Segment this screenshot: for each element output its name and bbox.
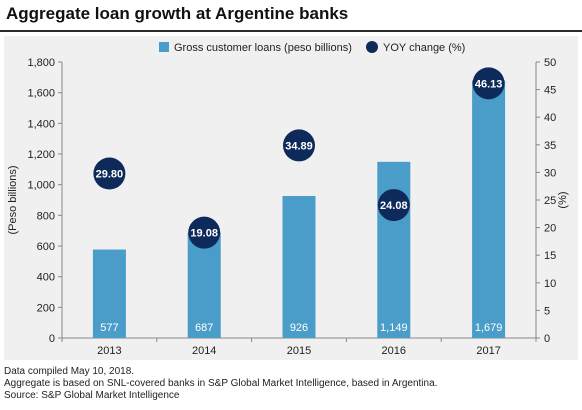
- chart-title: Aggregate loan growth at Argentine banks: [6, 4, 349, 23]
- x-tick-label: 2013: [97, 345, 121, 357]
- bar-loans: [472, 80, 506, 338]
- y-tick-label-right: 20: [544, 223, 556, 235]
- legend-swatch-yoy: [366, 41, 378, 53]
- footnote-source: Source: S&P Global Market Intelligence: [4, 390, 180, 401]
- marker-value-label: 46.13: [475, 78, 503, 90]
- marker-yoy: [188, 216, 221, 249]
- x-tick-label: 2017: [476, 345, 500, 357]
- marker-value-label: 34.89: [285, 140, 313, 152]
- y-tick-label-right: 30: [544, 167, 556, 179]
- marker-value-label: 29.80: [96, 169, 124, 181]
- bar-value-label: 1,679: [475, 322, 503, 334]
- y-tick-label-left: 1,000: [27, 180, 55, 192]
- chart-svg: Gross customer loans (peso billions) YOY …: [7, 41, 569, 357]
- footnote-date: Data compiled May 10, 2018.: [4, 366, 135, 377]
- y-tick-label-right: 35: [544, 140, 556, 152]
- y-tick-label-left: 1,600: [27, 88, 55, 100]
- bar-value-label: 577: [100, 322, 118, 334]
- bar-loans: [377, 161, 411, 338]
- y-tick-label-left: 1,800: [27, 57, 55, 69]
- y-tick-label-left: 0: [49, 333, 55, 345]
- y-axis-title-left: (Peso billions): [7, 165, 19, 234]
- y-tick-label-left: 200: [37, 302, 55, 314]
- y-tick-label-right: 10: [544, 278, 556, 290]
- y-tick-label-right: 5: [544, 305, 550, 317]
- marker-yoy: [472, 67, 505, 100]
- y-tick-label-left: 600: [37, 241, 55, 253]
- marker-yoy: [377, 189, 410, 222]
- y-tick-label-right: 25: [544, 195, 556, 207]
- y-tick-label-right: 45: [544, 85, 556, 97]
- x-tick-label: 2014: [192, 345, 216, 357]
- legend-swatch-loans: [159, 42, 169, 52]
- bar-value-label: 687: [195, 322, 213, 334]
- y-tick-label-left: 400: [37, 272, 55, 284]
- legend-label-loans: Gross customer loans (peso billions): [174, 42, 352, 54]
- bar-loans: [187, 232, 221, 338]
- x-tick-label: 2015: [287, 345, 311, 357]
- marker-yoy: [93, 157, 126, 190]
- y-tick-label-left: 1,400: [27, 118, 55, 130]
- bar-value-label: 1,149: [380, 322, 408, 334]
- footnote-method: Aggregate is based on SNL-covered banks …: [4, 378, 438, 389]
- bar-loans: [282, 196, 316, 338]
- chart-area: Gross customer loans (peso billions) YOY …: [4, 36, 578, 360]
- marker-yoy: [283, 129, 315, 162]
- y-tick-label-left: 800: [37, 210, 55, 222]
- bar-loans: [92, 249, 126, 338]
- y-tick-label-right: 50: [544, 57, 556, 69]
- bar-value-label: 926: [290, 322, 308, 334]
- marker-value-label: 19.08: [190, 228, 218, 240]
- y-tick-label-right: 15: [544, 250, 556, 262]
- y-axis-title-right: (%): [557, 191, 569, 208]
- title-divider: [0, 30, 582, 32]
- y-tick-label-right: 40: [544, 112, 556, 124]
- marker-value-label: 24.08: [380, 200, 408, 212]
- y-tick-label-right: 0: [544, 333, 550, 345]
- legend-label-yoy: YOY change (%): [383, 42, 465, 54]
- y-tick-label-left: 1,200: [27, 149, 55, 161]
- footnotes: Data compiled May 10, 2018. Aggregate is…: [4, 366, 578, 402]
- x-tick-label: 2016: [382, 345, 406, 357]
